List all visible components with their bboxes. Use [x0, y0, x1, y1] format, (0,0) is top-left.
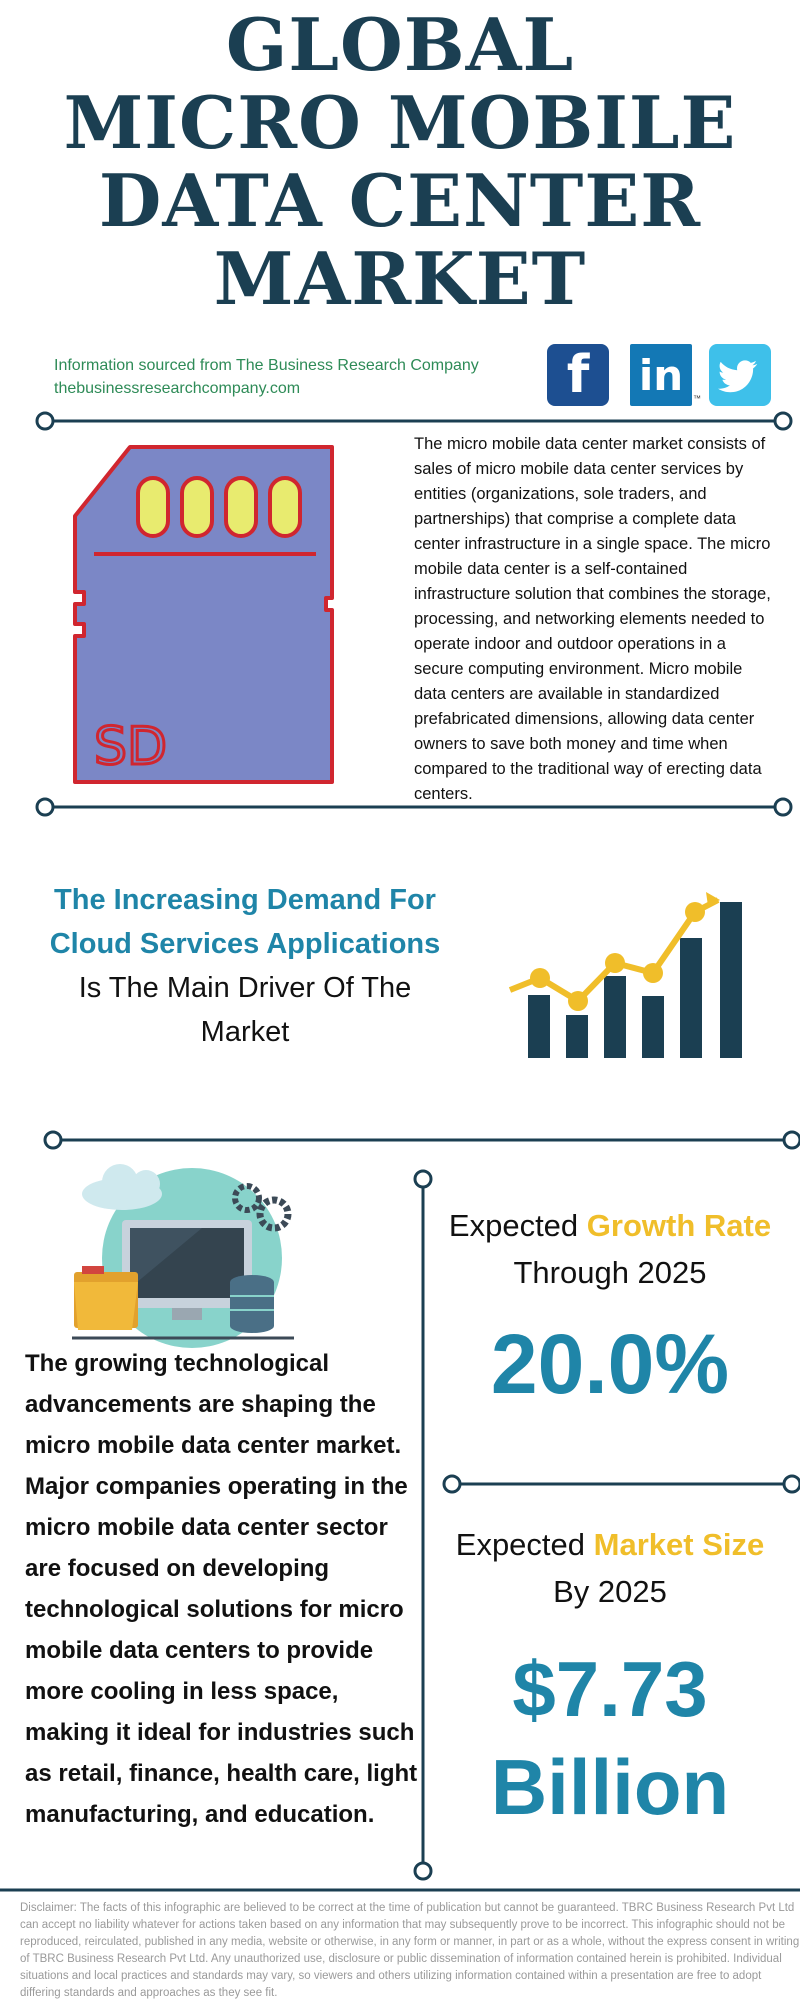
title-line-1: GLOBAL [225, 2, 575, 87]
linkedin-icon[interactable]: in [630, 344, 692, 406]
market-size-highlight: Market Size [593, 1527, 765, 1562]
technology-trend-text: The growing technological advancements a… [25, 1350, 418, 1828]
twitter-icon[interactable] [709, 344, 771, 406]
linkedin-trademark: ™ [693, 394, 701, 403]
divider-top-left-node [35, 411, 55, 431]
market-size-suffix: By 2025 [553, 1574, 667, 1609]
title-line-2: MICRO MOBILE [63, 80, 737, 165]
facebook-icon[interactable]: f [547, 344, 609, 406]
source-link[interactable]: thebusinessresearchcompany.com [54, 380, 301, 397]
sd-label: SD [94, 717, 167, 777]
divider-top-right-node [773, 411, 793, 431]
driver-highlight: The Increasing Demand For Cloud Services… [49, 884, 441, 960]
growth-rate-value: 20.0% [490, 1317, 730, 1411]
title-line-3: DATA CENTER [98, 158, 702, 243]
market-size-label: Expected Market Size By 2025 [440, 1521, 780, 1615]
divider-mid-right-node [773, 797, 793, 817]
source-info: Information sourced from The Business Re… [54, 354, 479, 400]
cloud-server-icon [72, 1164, 294, 1348]
vertical-divider-top-node [413, 1169, 433, 1189]
divider-mid-left-node [35, 797, 55, 817]
facebook-glyph: f [566, 345, 590, 405]
market-size-value: $7.73 Billion [440, 1640, 780, 1836]
page-title: GLOBAL MICRO MOBILE DATA CENTER MARKET [0, 6, 800, 318]
vertical-divider-bottom-node [413, 1861, 433, 1881]
driver-rest: Is The Main Driver Of The Market [78, 972, 412, 1048]
sd-card-icon: SD [73, 445, 334, 784]
growth-suffix: Through 2025 [513, 1255, 707, 1290]
linkedin-glyph: in [638, 350, 684, 400]
divider-stat-left-node [442, 1474, 462, 1494]
divider-lower-left-node [43, 1130, 63, 1150]
market-description: The micro mobile data center market cons… [414, 435, 771, 803]
divider-stat-right-node [782, 1474, 800, 1494]
growth-rate-label: Expected Growth Rate Through 2025 [440, 1202, 780, 1296]
divider-lower-right-node [782, 1130, 800, 1150]
market-driver: The Increasing Demand For Cloud Services… [40, 878, 450, 1054]
market-size-unit: Billion [490, 1743, 730, 1831]
market-size-prefix: Expected [455, 1527, 586, 1562]
source-text: Information sourced from The Business Re… [54, 357, 479, 374]
growth-prefix: Expected [448, 1208, 579, 1243]
title-line-4: MARKET [213, 236, 587, 321]
disclaimer-text: Disclaimer: The facts of this infographi… [20, 1902, 800, 1999]
growth-chart-icon [508, 892, 742, 1058]
market-size-amount: $7.73 [512, 1645, 708, 1733]
twitter-bird-icon [718, 360, 758, 393]
growth-highlight: Growth Rate [586, 1208, 772, 1243]
